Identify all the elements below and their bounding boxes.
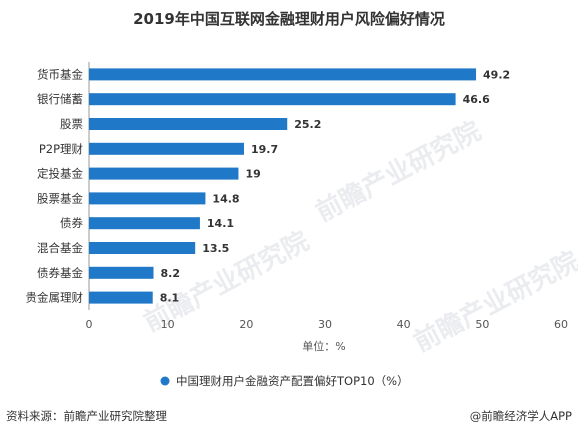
x-tick-label-5: 50 (475, 318, 489, 331)
source-note: 资料来源：前瞻产业研究院整理 (6, 409, 167, 423)
bar-9 (89, 291, 153, 304)
value-label-7: 13.5 (202, 242, 229, 255)
category-label-6: 债券 (60, 216, 83, 230)
bar-4 (89, 167, 239, 180)
watermark-1: 前瞻产业研究院 (311, 115, 486, 228)
legend: 中国理财用户金融资产配置偏好TOP10（%） (160, 374, 409, 388)
value-label-8: 8.2 (161, 267, 181, 280)
category-label-4: 定投基金 (37, 167, 83, 181)
bar-1 (89, 93, 456, 106)
bar-3 (89, 142, 244, 155)
value-label-4: 19 (245, 168, 260, 181)
x-axis-unit-label: 单位：% (302, 339, 345, 353)
bars (89, 68, 477, 304)
value-label-9: 8.1 (160, 292, 180, 305)
chart-title: 2019年中国互联网金融理财用户风险偏好情况 (133, 10, 445, 28)
bar-6 (89, 217, 200, 230)
value-label-3: 19.7 (251, 143, 278, 156)
legend-marker (160, 376, 170, 386)
x-tick-label-2: 20 (239, 318, 253, 331)
category-label-9: 贵金属理财 (26, 291, 84, 305)
x-tick-label-3: 30 (318, 318, 332, 331)
value-label-5: 14.8 (212, 192, 239, 205)
value-labels: 49.2 46.6 25.2 19.7 19 14.8 14.1 13.5 8.2 8.1 (160, 68, 510, 304)
credit-note: @前瞻经济学人APP (470, 409, 572, 423)
x-tick-label-4: 40 (397, 318, 411, 331)
category-label-7: 混合基金 (37, 241, 83, 255)
value-label-2: 25.2 (294, 118, 321, 131)
x-tick-labels: 0 10 20 30 40 50 60 (86, 318, 569, 331)
x-tick-label-1: 10 (161, 318, 175, 331)
category-label-3: P2P理财 (39, 142, 83, 156)
category-label-8: 债券基金 (37, 266, 83, 280)
category-label-5: 股票基金 (37, 191, 83, 205)
bar-0 (89, 68, 477, 81)
bar-8 (89, 266, 154, 279)
value-label-6: 14.1 (207, 217, 234, 230)
bar-7 (89, 242, 196, 254)
watermark-3: 前瞻产业研究院 (409, 245, 578, 358)
value-label-0: 49.2 (483, 68, 510, 81)
value-label-1: 46.6 (463, 93, 490, 106)
x-tick-label-0: 0 (86, 318, 93, 331)
bar-2 (89, 118, 288, 130)
category-label-2: 股票 (60, 117, 83, 131)
legend-label: 中国理财用户金融资产配置偏好TOP10（%） (176, 374, 409, 388)
bar-5 (89, 192, 206, 205)
category-label-0: 货币基金 (37, 67, 83, 81)
category-label-1: 银行储蓄 (37, 92, 83, 106)
x-tick-label-6: 60 (554, 318, 568, 331)
